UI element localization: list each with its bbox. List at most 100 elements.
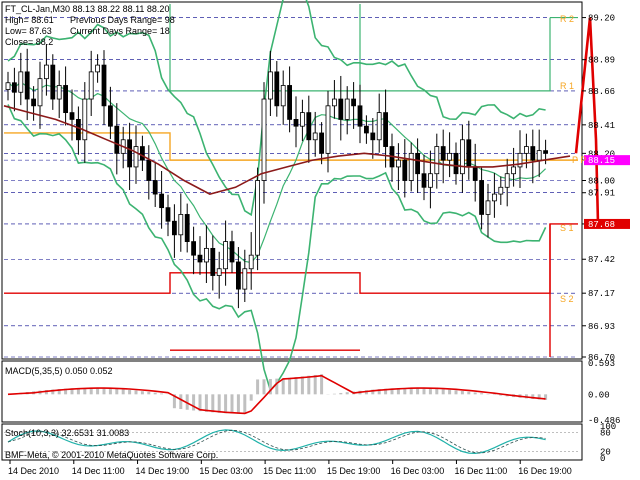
header-symbol: FT_CL-Jan,M30 88.13 88.22 88.11 88.20 xyxy=(5,4,169,14)
candle-body xyxy=(434,146,440,175)
candle-body xyxy=(536,150,542,161)
candle-body xyxy=(82,98,88,141)
candle-body xyxy=(459,139,465,175)
forecast-path xyxy=(574,17,600,224)
candle-body xyxy=(415,152,421,175)
candle-body xyxy=(491,193,497,202)
label-pp: P P xyxy=(572,155,586,165)
candle-body xyxy=(319,132,325,154)
candle-body xyxy=(351,98,357,107)
candle-body xyxy=(472,166,478,181)
copyright-text: BMF-Meta, © 2001-2010 MetaQuotes Softwar… xyxy=(5,450,218,460)
y-tick-label: 87.17 xyxy=(588,289,615,299)
x-tick-label: 15 Dec 03:00 xyxy=(199,466,253,476)
candle-body xyxy=(114,125,120,154)
candle-body xyxy=(216,268,222,276)
candle-body xyxy=(191,241,197,256)
candle-body xyxy=(152,180,158,195)
candle-body xyxy=(108,105,113,127)
stoch-panel-frame xyxy=(1,423,583,461)
y-tick-label: 89.20 xyxy=(588,14,615,24)
candle-body xyxy=(421,173,427,188)
ma-line xyxy=(3,105,571,195)
current-price-label: 88.15 xyxy=(588,156,615,166)
candle-body xyxy=(440,146,446,161)
candle-body xyxy=(11,82,17,93)
candle-body xyxy=(76,119,81,141)
candle-body xyxy=(248,254,254,270)
y-tick-label: 87.91 xyxy=(588,189,615,199)
candle-body xyxy=(370,132,376,141)
candle-body xyxy=(31,98,37,107)
macd-tick-label: -0.486 xyxy=(588,416,620,426)
candle-body xyxy=(293,119,299,127)
x-tick-label: 15 Dec 11:00 xyxy=(263,466,316,476)
macd-tick-label: 0.593 xyxy=(588,359,615,369)
current-price-box xyxy=(584,155,630,166)
candle-body xyxy=(306,112,312,141)
candle-body xyxy=(165,207,171,222)
macd-signal-line xyxy=(7,374,546,415)
r1-line xyxy=(170,17,551,92)
header-prev-range: Previous Days Range= 98 xyxy=(70,15,175,25)
candle-body xyxy=(504,173,510,188)
candle-body xyxy=(159,193,165,209)
label-r1: R 1 xyxy=(560,81,574,91)
candle-body xyxy=(203,247,209,263)
candle-body xyxy=(299,112,305,127)
stoch-tick-label: 80 xyxy=(600,428,611,438)
candle-body xyxy=(242,268,248,290)
candle-body xyxy=(408,152,414,181)
y-tick-label: 87.42 xyxy=(588,255,615,265)
candle-body xyxy=(261,98,267,181)
candle-body xyxy=(274,71,280,107)
stoch-tick-label: 20 xyxy=(600,448,611,458)
candle-body xyxy=(133,146,139,168)
label-r2: R 2 xyxy=(560,14,574,24)
candle-body xyxy=(95,64,100,73)
candle-body xyxy=(210,247,216,276)
candle-body xyxy=(447,152,453,161)
x-tick-label: 14 Dec 2010 xyxy=(8,466,59,476)
candle-body xyxy=(363,125,369,134)
candle-body xyxy=(280,85,286,107)
stoch-tick-label: 0 xyxy=(600,454,605,464)
stoch-tick-label: 100 xyxy=(600,422,616,432)
y-tick-label: 88.20 xyxy=(588,149,615,159)
header-close: Close= 88.2 xyxy=(5,37,53,47)
header-high: High= 88.61 xyxy=(5,15,54,25)
candle-body xyxy=(146,159,152,181)
candle-body xyxy=(331,98,337,107)
candle-body xyxy=(357,105,363,127)
candle-body xyxy=(485,200,491,215)
candle-body xyxy=(63,85,68,114)
stoch-main-line xyxy=(7,429,546,455)
candle-body xyxy=(517,152,523,168)
candle-body xyxy=(139,146,145,161)
candle-body xyxy=(255,180,261,256)
candle-body xyxy=(223,241,229,270)
forecast-line xyxy=(574,17,600,224)
header-low: Low= 87.63 xyxy=(5,26,52,36)
label-s1: S 1 xyxy=(560,223,574,233)
candle-body xyxy=(383,112,389,147)
r2-line xyxy=(169,4,578,91)
candle-body xyxy=(498,186,504,195)
candle-body xyxy=(229,241,235,263)
s1-price-box xyxy=(584,218,630,229)
candle-body xyxy=(88,71,94,100)
candle-body xyxy=(44,64,49,80)
candle-body xyxy=(184,214,190,242)
candle-body xyxy=(267,71,273,100)
stoch-signal-line xyxy=(7,429,546,454)
candle-body xyxy=(197,254,203,263)
candle-body xyxy=(530,146,536,161)
y-tick-label: 88.00 xyxy=(588,177,615,187)
y-tick-label: 86.93 xyxy=(588,322,615,332)
candle-body xyxy=(312,132,318,141)
header-curr-range: Current Days Range= 18 xyxy=(70,26,170,36)
bollinger-upper xyxy=(7,0,546,217)
